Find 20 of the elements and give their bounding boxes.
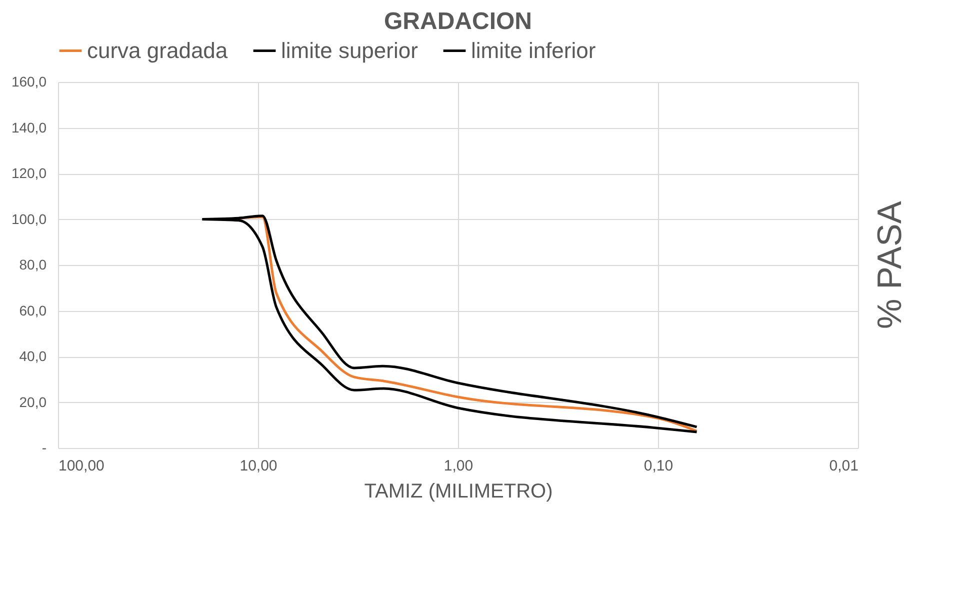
y-tick-label: 80,0 — [19, 256, 47, 272]
x-tick-label: 0,10 — [644, 458, 674, 474]
y-tick-label: 20,0 — [19, 394, 47, 410]
x-tick-label: 0,01 — [829, 458, 858, 474]
y-tick-label: 100,0 — [11, 210, 47, 227]
x-tick-label: 10,00 — [240, 458, 278, 474]
legend-label: limite inferior — [471, 38, 596, 63]
legend-label: curva gradada — [87, 38, 228, 63]
y-tick-label: 140,0 — [11, 119, 47, 136]
legend-label: limite superior — [281, 38, 418, 63]
y-axis-title: % PASA — [871, 200, 909, 329]
x-tick-label: 1,00 — [444, 458, 474, 474]
chart-title: GRADACION — [384, 8, 532, 35]
x-axis-title: TAMIZ (MILIMETRO) — [364, 480, 553, 502]
y-tick-label: 40,0 — [19, 348, 47, 364]
x-tick-label: 100,00 — [58, 458, 104, 474]
y-tick-label: 60,0 — [19, 302, 47, 318]
y-tick-label: 120,0 — [11, 165, 47, 181]
y-tick-label: - — [42, 440, 47, 456]
y-tick-label: 160,0 — [11, 74, 47, 90]
